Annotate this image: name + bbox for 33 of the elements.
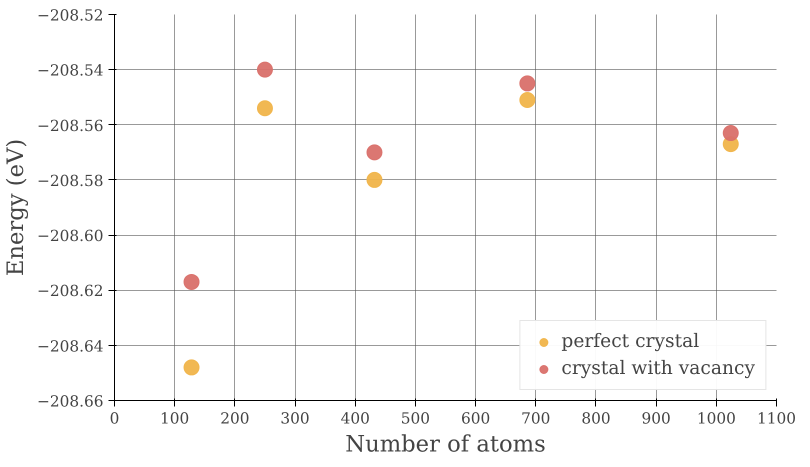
x-tick-label: 300 bbox=[280, 410, 310, 428]
point bbox=[519, 75, 536, 92]
point bbox=[184, 274, 200, 290]
legend-label: perfect crystal bbox=[561, 331, 700, 352]
x-tick-label: 600 bbox=[460, 410, 490, 428]
point bbox=[366, 172, 382, 188]
y-tick-label: −208.66 bbox=[37, 392, 104, 410]
x-tick-label: 1100 bbox=[756, 410, 796, 428]
y-tick-label: −208.58 bbox=[37, 172, 104, 190]
point bbox=[366, 144, 382, 160]
point bbox=[519, 92, 536, 108]
y-tick-label: −208.62 bbox=[37, 282, 104, 300]
legend-label: crystal with vacancy bbox=[561, 358, 755, 379]
x-axis-title: Number of atoms bbox=[345, 432, 546, 458]
y-tick-label: −208.54 bbox=[37, 62, 104, 80]
x-tick-label: 800 bbox=[581, 410, 611, 428]
point bbox=[256, 62, 273, 78]
x-tick-label: 400 bbox=[340, 410, 370, 428]
y-axis-title: Energy (eV) bbox=[3, 138, 30, 276]
point bbox=[184, 359, 200, 376]
x-tick-label: 100 bbox=[160, 410, 190, 428]
point bbox=[256, 100, 273, 116]
x-tick-label: 0 bbox=[110, 410, 120, 428]
x-tick-label: 700 bbox=[521, 410, 550, 428]
x-tick-label: 500 bbox=[400, 410, 430, 428]
x-tick-label: 900 bbox=[642, 410, 671, 428]
y-tick-label: −208.52 bbox=[37, 6, 104, 24]
x-tick-label: 1000 bbox=[696, 410, 736, 428]
x-tick-label: 200 bbox=[220, 410, 250, 428]
y-tick-label: −208.64 bbox=[37, 337, 104, 356]
point bbox=[722, 125, 739, 142]
y-tick-label: −208.56 bbox=[37, 116, 104, 135]
y-tick-label: −208.60 bbox=[37, 227, 104, 246]
